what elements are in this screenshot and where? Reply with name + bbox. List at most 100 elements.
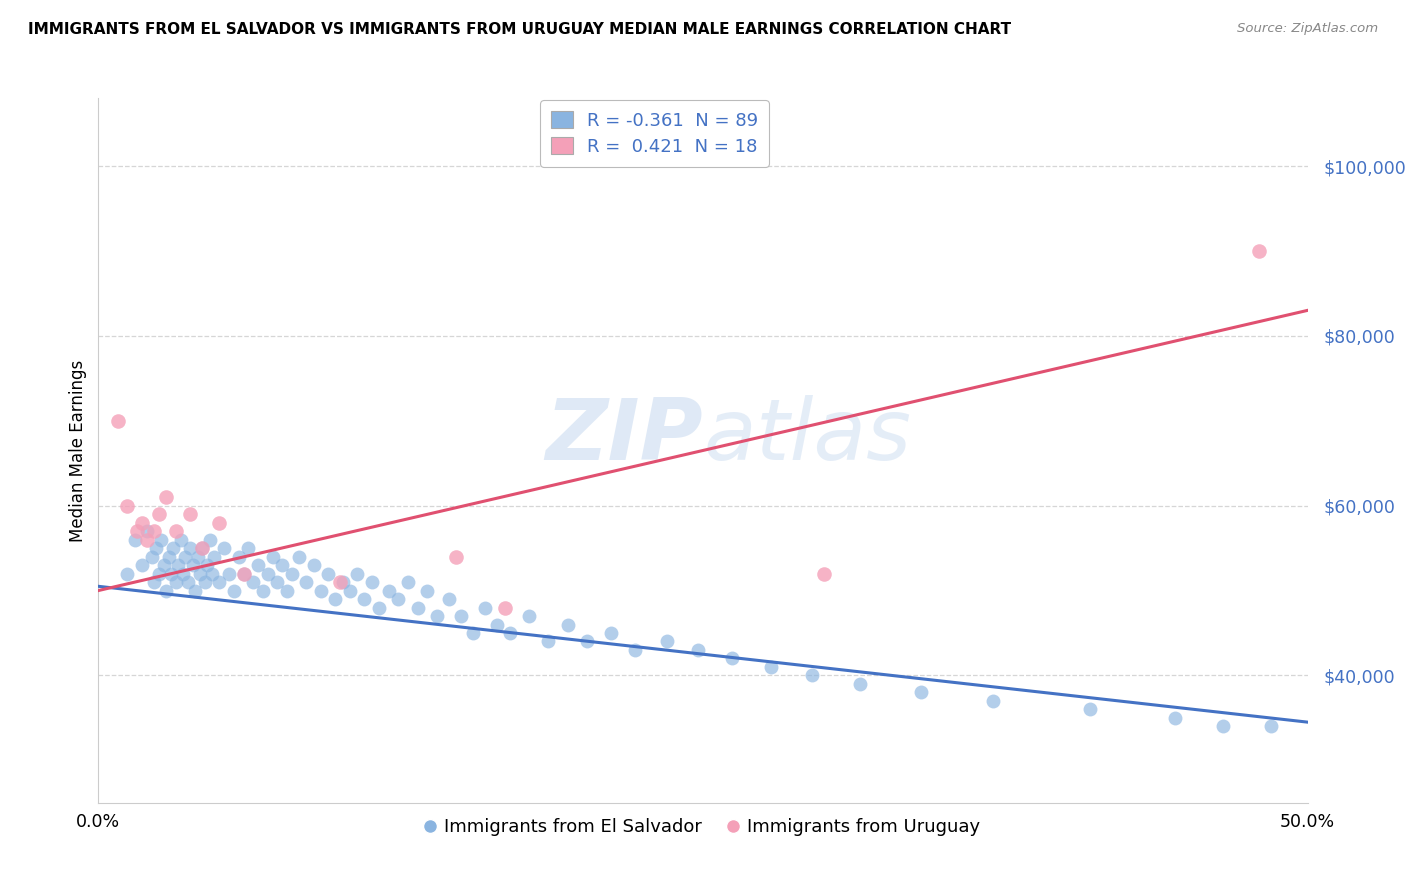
Point	[406, 600, 429, 615]
Point	[498, 626, 520, 640]
Point	[198, 533, 221, 547]
Point	[437, 592, 460, 607]
Point	[117, 566, 139, 581]
Point	[157, 549, 180, 564]
Point	[266, 575, 288, 590]
Point	[360, 575, 382, 590]
Point	[188, 566, 211, 581]
Y-axis label: Median Male Earnings: Median Male Earnings	[69, 359, 87, 541]
Point	[212, 541, 235, 555]
Point	[247, 558, 270, 572]
Point	[368, 600, 391, 615]
Point	[191, 541, 214, 555]
Point	[228, 549, 250, 564]
Point	[463, 626, 485, 640]
Point	[486, 617, 509, 632]
Point	[208, 516, 231, 530]
Point	[145, 541, 167, 555]
Text: ZIP: ZIP	[546, 395, 703, 478]
Point	[353, 592, 375, 607]
Point	[141, 549, 163, 564]
Point	[181, 558, 204, 572]
Point	[135, 533, 157, 547]
Point	[600, 626, 623, 640]
Point	[256, 566, 278, 581]
Point	[316, 566, 339, 581]
Point	[152, 558, 174, 572]
Point	[179, 507, 201, 521]
Point	[346, 566, 368, 581]
Point	[191, 541, 214, 555]
Point	[396, 575, 419, 590]
Text: atlas: atlas	[703, 395, 911, 478]
Point	[325, 592, 347, 607]
Point	[155, 583, 177, 598]
Point	[339, 583, 361, 598]
Point	[167, 558, 190, 572]
Point	[148, 507, 170, 521]
Point	[517, 609, 540, 624]
Point	[624, 643, 647, 657]
Point	[262, 549, 284, 564]
Point	[387, 592, 409, 607]
Point	[187, 549, 209, 564]
Point	[271, 558, 294, 572]
Point	[309, 583, 332, 598]
Point	[494, 600, 516, 615]
Legend: Immigrants from El Salvador, Immigrants from Uruguay: Immigrants from El Salvador, Immigrants …	[419, 811, 987, 843]
Point	[124, 533, 146, 547]
Point	[557, 617, 579, 632]
Text: IMMIGRANTS FROM EL SALVADOR VS IMMIGRANTS FROM URUGUAY MEDIAN MALE EARNINGS CORR: IMMIGRANTS FROM EL SALVADOR VS IMMIGRANT…	[28, 22, 1011, 37]
Point	[232, 566, 254, 581]
Point	[162, 541, 184, 555]
Point	[184, 583, 207, 598]
Point	[688, 643, 710, 657]
Point	[302, 558, 325, 572]
Point	[148, 566, 170, 581]
Point	[295, 575, 318, 590]
Point	[446, 549, 468, 564]
Point	[910, 685, 932, 699]
Point	[150, 533, 173, 547]
Point	[242, 575, 264, 590]
Point	[127, 524, 149, 538]
Point	[474, 600, 496, 615]
Point	[450, 609, 472, 624]
Point	[135, 524, 157, 538]
Point	[721, 651, 744, 665]
Point	[655, 634, 678, 648]
Point	[117, 499, 139, 513]
Point	[179, 541, 201, 555]
Point	[800, 668, 823, 682]
Point	[537, 634, 560, 648]
Point	[194, 575, 217, 590]
Point	[107, 414, 129, 428]
Point	[204, 549, 226, 564]
Point	[426, 609, 449, 624]
Point	[143, 575, 166, 590]
Point	[575, 634, 598, 648]
Point	[981, 694, 1004, 708]
Point	[276, 583, 298, 598]
Point	[281, 566, 304, 581]
Point	[208, 575, 231, 590]
Point	[172, 566, 194, 581]
Point	[155, 490, 177, 504]
Point	[329, 575, 352, 590]
Point	[252, 583, 274, 598]
Point	[1163, 711, 1185, 725]
Point	[1249, 244, 1271, 258]
Point	[218, 566, 240, 581]
Point	[1078, 702, 1101, 716]
Point	[416, 583, 439, 598]
Point	[813, 566, 835, 581]
Point	[288, 549, 311, 564]
Text: Source: ZipAtlas.com: Source: ZipAtlas.com	[1237, 22, 1378, 36]
Point	[1212, 719, 1234, 733]
Point	[759, 660, 782, 674]
Point	[222, 583, 245, 598]
Point	[143, 524, 166, 538]
Point	[377, 583, 399, 598]
Point	[1260, 719, 1282, 733]
Point	[332, 575, 354, 590]
